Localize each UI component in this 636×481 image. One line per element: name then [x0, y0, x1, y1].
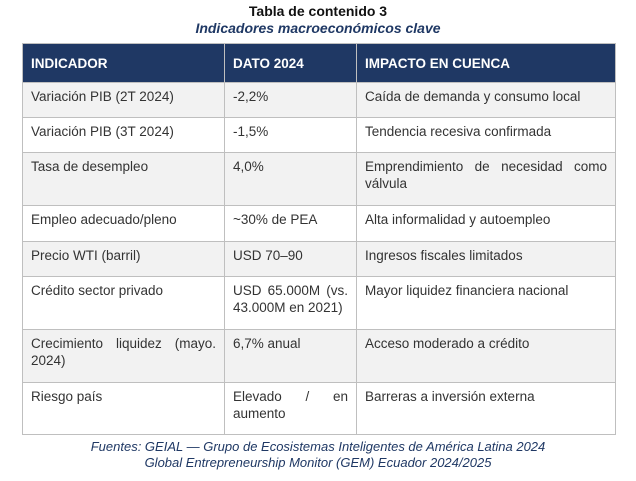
cell-impacto: Caída de demanda y consumo local: [356, 82, 616, 118]
sources-note: Fuentes: GEIAL — Grupo de Ecosistemas In…: [0, 439, 636, 471]
sources-line-1: Fuentes: GEIAL — Grupo de Ecosistemas In…: [90, 439, 546, 454]
table-row: Crecimiento liquidez (mayo. 2024) 6,7% a…: [22, 329, 616, 383]
table-row: Variación PIB (3T 2024) -1,5% Tendencia …: [22, 117, 616, 153]
cell-impacto: Barreras a inversión externa: [356, 382, 616, 435]
cell-dato: Elevado / en aumento: [224, 382, 357, 435]
cell-dato: -1,5%: [224, 117, 357, 153]
table-row: Variación PIB (2T 2024) -2,2% Caída de d…: [22, 82, 616, 118]
cell-dato: USD 65.000M (vs. 43.000M en 2021): [224, 276, 357, 330]
table-header-row: INDICADOR DATO 2024 IMPACTO EN CUENCA: [22, 43, 616, 83]
cell-impacto: Alta informalidad y autoempleo: [356, 205, 616, 242]
cell-dato: USD 70–90: [224, 241, 357, 277]
cell-dato: -2,2%: [224, 82, 357, 118]
table-caption-title: Indicadores macroeconómicos clave: [195, 20, 441, 36]
table-row: Empleo adecuado/pleno ~30% de PEA Alta i…: [22, 205, 616, 242]
cell-indicador: Crecimiento liquidez (mayo. 2024): [22, 329, 225, 383]
cell-indicador: Variación PIB (3T 2024): [22, 117, 225, 153]
cell-indicador: Tasa de desempleo: [22, 152, 225, 206]
cell-impacto: Ingresos fiscales limitados: [356, 241, 616, 277]
table-caption-label: Tabla de contenido 3: [248, 3, 388, 19]
cell-dato: 6,7% anual: [224, 329, 357, 383]
table-row: Crédito sector privado USD 65.000M (vs. …: [22, 276, 616, 330]
header-dato-2024: DATO 2024: [224, 43, 357, 83]
cell-indicador: Variación PIB (2T 2024): [22, 82, 225, 118]
cell-indicador: Empleo adecuado/pleno: [22, 205, 225, 242]
table-row: Tasa de desempleo 4,0% Emprendimiento de…: [22, 152, 616, 206]
cell-impacto: Mayor liquidez financiera nacional: [356, 276, 616, 330]
cell-indicador: Precio WTI (barril): [22, 241, 225, 277]
table-row: Riesgo país Elevado / en aumento Barrera…: [22, 382, 616, 435]
cell-dato: ~30% de PEA: [224, 205, 357, 242]
cell-indicador: Riesgo país: [22, 382, 225, 435]
cell-impacto: Acceso moderado a crédito: [356, 329, 616, 383]
table-row: Precio WTI (barril) USD 70–90 Ingresos f…: [22, 241, 616, 277]
sources-line-2: Global Entrepreneurship Monitor (GEM) Ec…: [144, 455, 492, 470]
cell-indicador: Crédito sector privado: [22, 276, 225, 330]
header-indicador: INDICADOR: [22, 43, 225, 83]
header-impacto-en-cuenca: IMPACTO EN CUENCA: [356, 43, 616, 83]
cell-dato: 4,0%: [224, 152, 357, 206]
indicators-table: INDICADOR DATO 2024 IMPACTO EN CUENCA Va…: [22, 43, 616, 435]
cell-impacto: Tendencia recesiva confirmada: [356, 117, 616, 153]
cell-impacto: Emprendimiento de necesidad como válvula: [356, 152, 616, 206]
